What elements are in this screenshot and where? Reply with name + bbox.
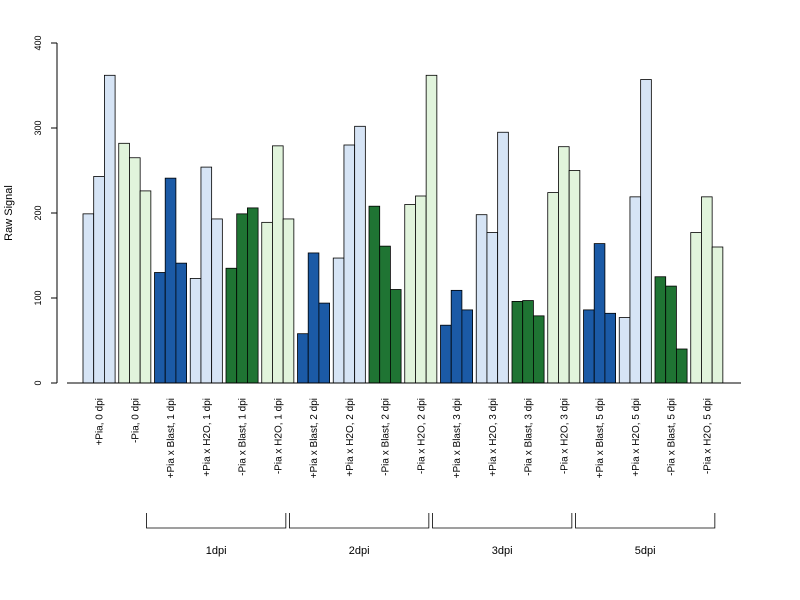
bar	[200, 166, 213, 384]
bar	[690, 232, 702, 384]
bar	[261, 221, 273, 384]
category-label: -Pia x Blast, 2 dpi	[381, 398, 392, 476]
bar	[450, 289, 463, 384]
bar	[129, 157, 141, 384]
group-brackets: 1dpi 2dpi 3dpi 5dpi	[146, 513, 716, 557]
category-label: +Pia x Blast, 5 dpi	[595, 398, 606, 478]
category-label: +Pia x Blast, 2 dpi	[309, 398, 320, 478]
category-label: -Pia x Blast, 1 dpi	[238, 398, 249, 476]
bar	[425, 74, 438, 384]
bar	[236, 213, 248, 384]
bar	[93, 176, 105, 384]
group-bracket	[432, 513, 573, 529]
group-label: 2dpi	[349, 545, 370, 557]
group-label: 1dpi	[206, 545, 227, 557]
bar	[104, 74, 116, 384]
category-label: +Pia x H2O, 3 dpi	[488, 398, 499, 477]
bar	[354, 125, 366, 384]
bar	[154, 272, 166, 384]
y-axis: 0 100 200 300 400	[33, 35, 58, 386]
group-bracket	[575, 513, 716, 529]
bar	[379, 245, 391, 384]
bar	[497, 131, 509, 384]
category-labels: +Pia, 0 dpi -Pia, 0 dpi +Pia x Blast, 1 dp…	[95, 398, 714, 478]
bar	[272, 145, 284, 384]
bar	[640, 79, 652, 384]
bar	[246, 207, 259, 384]
group-label: 5dpi	[635, 545, 656, 557]
bar	[511, 300, 524, 384]
bar	[461, 309, 473, 384]
bar	[389, 289, 402, 384]
bar	[568, 170, 581, 384]
bar	[676, 348, 688, 384]
bar	[211, 218, 223, 384]
category-label: -Pia x H2O, 2 dpi	[416, 398, 427, 474]
bar	[415, 195, 427, 384]
bar	[665, 285, 677, 384]
bar	[282, 218, 295, 384]
bar	[701, 196, 713, 384]
bar	[583, 309, 595, 384]
bar	[593, 243, 606, 384]
bar	[654, 276, 667, 384]
bar	[139, 190, 152, 384]
category-label: +Pia x H2O, 1 dpi	[202, 398, 213, 477]
category-label: -Pia x Blast, 3 dpi	[524, 398, 535, 476]
category-label: -Pia, 0 dpi	[130, 398, 141, 443]
y-tick-label: 100	[33, 290, 43, 305]
category-label: +Pia x H2O, 5 dpi	[631, 398, 642, 477]
bar	[118, 142, 130, 384]
bar	[307, 252, 320, 384]
y-tick-label: 300	[33, 120, 43, 135]
bar	[558, 146, 570, 384]
category-label: +Pia x Blast, 3 dpi	[452, 398, 463, 478]
category-label: -Pia x H2O, 3 dpi	[559, 398, 570, 474]
y-tick-label: 200	[33, 205, 43, 220]
category-label: +Pia x Blast, 1 dpi	[166, 398, 177, 478]
bar	[404, 204, 416, 384]
category-label: -Pia x H2O, 5 dpi	[702, 398, 713, 474]
bar	[475, 214, 488, 384]
bar	[82, 213, 95, 384]
bar	[318, 302, 330, 384]
y-tick-label: 400	[33, 35, 43, 50]
bar	[332, 257, 345, 384]
bar	[368, 205, 381, 384]
bar	[440, 324, 452, 384]
category-label: -Pia x Blast, 5 dpi	[667, 398, 678, 476]
bar	[225, 267, 238, 384]
bar	[486, 232, 499, 384]
bar	[189, 278, 202, 384]
group-label: 3dpi	[492, 545, 513, 557]
bar	[522, 300, 534, 384]
bar	[547, 192, 559, 384]
bar	[175, 262, 187, 384]
category-label: +Pia x H2O, 2 dpi	[345, 398, 356, 477]
bar	[711, 246, 724, 384]
group-bracket	[146, 513, 287, 529]
bar	[297, 333, 309, 384]
category-label: +Pia, 0 dpi	[95, 398, 106, 446]
y-tick-label: 0	[33, 380, 43, 385]
bar	[533, 315, 545, 384]
group-bracket	[289, 513, 430, 529]
bar	[343, 144, 356, 384]
y-axis-title: Raw Signal	[3, 185, 15, 241]
bar	[629, 196, 642, 384]
bar	[618, 317, 631, 384]
bar	[604, 312, 617, 384]
bars-layer	[82, 74, 724, 384]
bar	[164, 177, 177, 384]
category-label: -Pia x H2O, 1 dpi	[273, 398, 284, 474]
